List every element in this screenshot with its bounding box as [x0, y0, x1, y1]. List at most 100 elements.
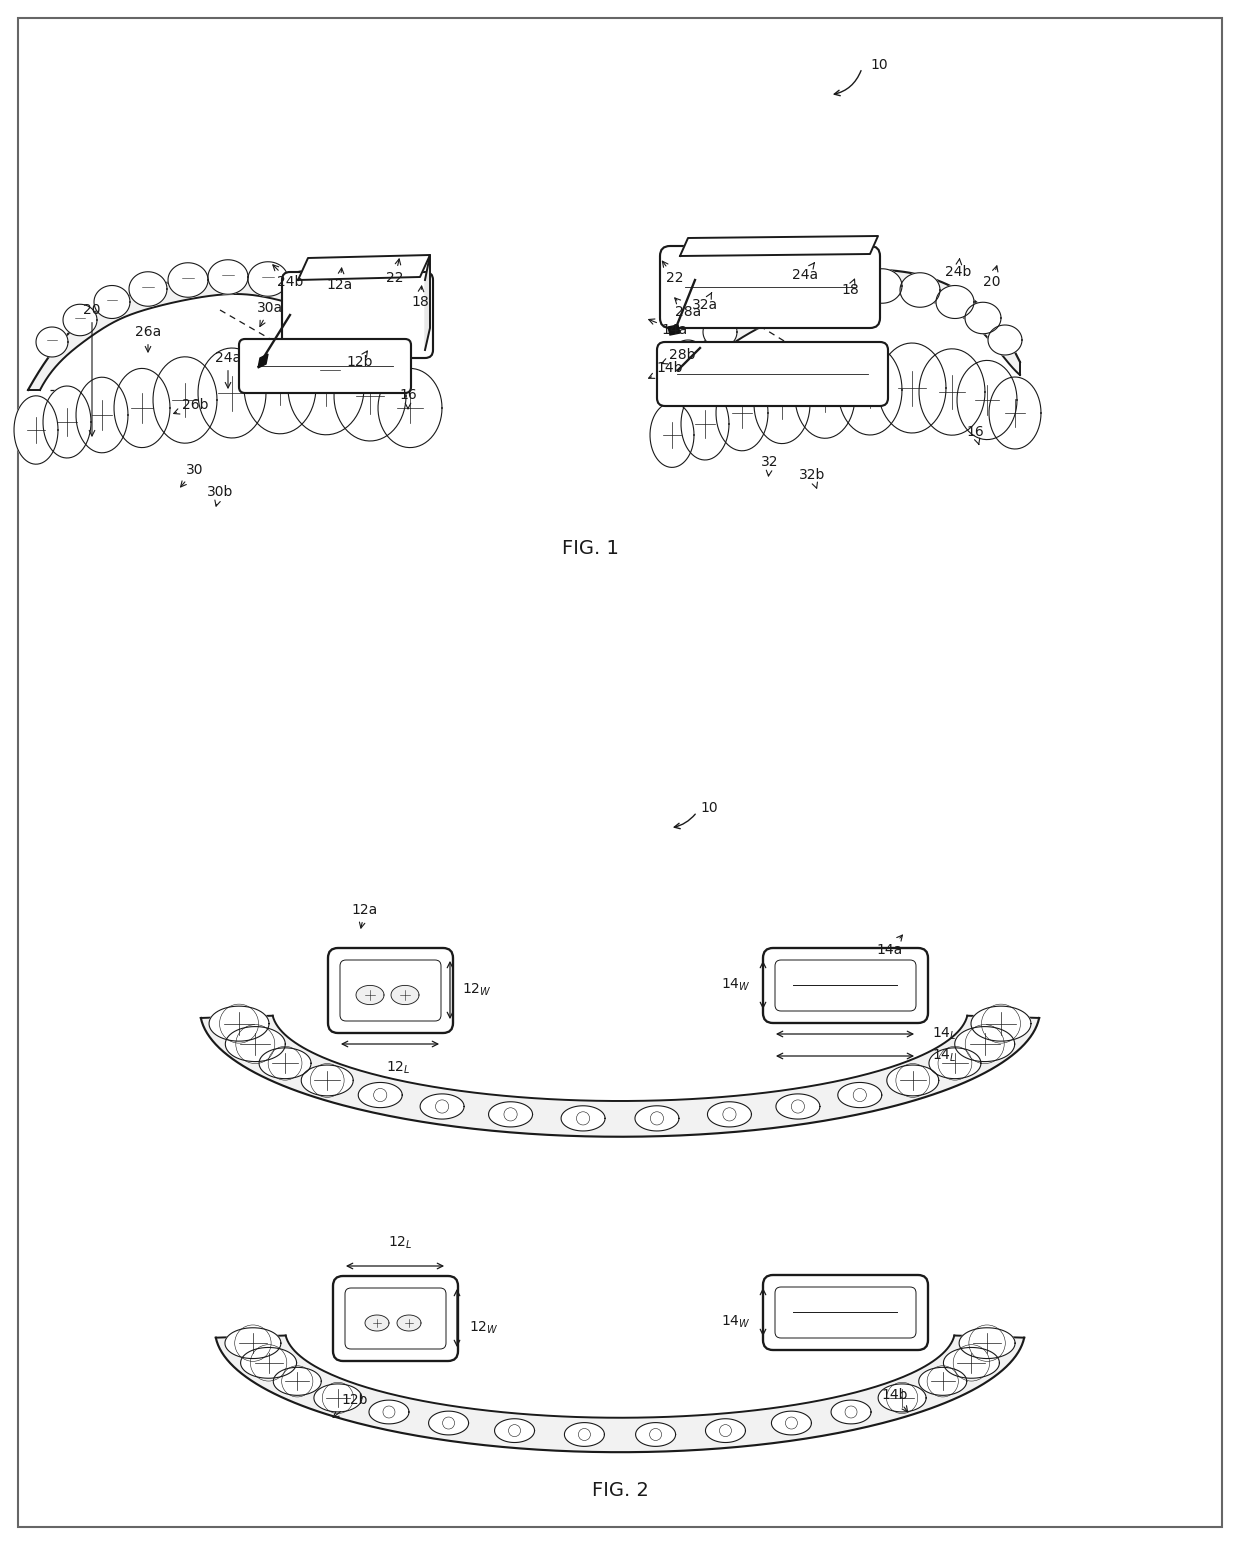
Text: 32b: 32b [799, 468, 825, 488]
Polygon shape [955, 1026, 1014, 1061]
Polygon shape [965, 303, 1001, 334]
Polygon shape [208, 260, 248, 294]
Text: 18: 18 [841, 280, 859, 297]
Polygon shape [420, 1094, 464, 1119]
Polygon shape [862, 269, 901, 303]
Text: 10: 10 [870, 59, 888, 73]
Text: 12a: 12a [327, 267, 353, 292]
Text: 12b: 12b [347, 351, 373, 369]
Text: 28a: 28a [675, 298, 701, 318]
Polygon shape [668, 324, 680, 335]
Text: FIG. 1: FIG. 1 [562, 539, 619, 558]
Text: 10: 10 [701, 800, 718, 816]
Text: 22: 22 [386, 260, 404, 284]
Polygon shape [944, 1347, 999, 1378]
Polygon shape [708, 1102, 751, 1126]
Polygon shape [959, 1327, 1016, 1358]
Polygon shape [878, 343, 946, 433]
Polygon shape [936, 286, 973, 318]
Text: 14$_L$: 14$_L$ [932, 1048, 956, 1065]
FancyBboxPatch shape [281, 272, 433, 358]
Polygon shape [210, 1006, 269, 1041]
Text: 12$_W$: 12$_W$ [463, 981, 492, 998]
Polygon shape [779, 281, 817, 315]
Polygon shape [957, 360, 1017, 440]
Polygon shape [63, 304, 97, 335]
Polygon shape [273, 1367, 321, 1395]
Polygon shape [76, 377, 128, 453]
Polygon shape [216, 1335, 1024, 1452]
Polygon shape [300, 348, 360, 392]
Polygon shape [224, 1327, 281, 1358]
Polygon shape [258, 354, 268, 368]
Text: FIG. 2: FIG. 2 [591, 1480, 649, 1500]
Polygon shape [739, 295, 775, 329]
FancyBboxPatch shape [775, 1287, 916, 1338]
Polygon shape [314, 1384, 362, 1412]
Polygon shape [378, 368, 441, 448]
Polygon shape [36, 328, 68, 357]
Text: 14b: 14b [882, 1387, 908, 1412]
Polygon shape [169, 263, 208, 297]
Polygon shape [14, 396, 58, 463]
Polygon shape [345, 303, 381, 334]
Polygon shape [831, 1400, 870, 1424]
Text: 24a: 24a [792, 263, 818, 283]
Polygon shape [990, 377, 1042, 450]
FancyBboxPatch shape [329, 949, 453, 1034]
FancyBboxPatch shape [660, 246, 880, 328]
Polygon shape [301, 1065, 353, 1095]
Polygon shape [672, 340, 704, 369]
Polygon shape [560, 1106, 605, 1131]
Polygon shape [878, 1384, 926, 1412]
FancyBboxPatch shape [345, 1289, 446, 1349]
Text: 12b: 12b [334, 1394, 368, 1417]
Text: 14a: 14a [877, 935, 903, 956]
Text: 14$_L$: 14$_L$ [932, 1026, 956, 1043]
Polygon shape [919, 349, 985, 436]
Polygon shape [298, 255, 430, 280]
Text: 32: 32 [761, 454, 779, 476]
Polygon shape [425, 255, 430, 351]
Polygon shape [43, 386, 91, 457]
Text: 28b: 28b [662, 348, 696, 365]
Polygon shape [919, 1367, 967, 1395]
Text: 24a: 24a [215, 351, 241, 388]
Text: 24b: 24b [273, 264, 304, 289]
Polygon shape [650, 403, 694, 468]
Text: 14a: 14a [649, 318, 688, 337]
Polygon shape [429, 1411, 469, 1435]
Polygon shape [680, 236, 878, 256]
Polygon shape [226, 1026, 285, 1061]
Polygon shape [153, 357, 217, 443]
Text: 14b: 14b [649, 362, 683, 379]
Polygon shape [660, 270, 1021, 396]
Polygon shape [94, 286, 130, 318]
Polygon shape [635, 1106, 680, 1131]
Text: 20: 20 [83, 303, 100, 436]
Polygon shape [29, 273, 420, 389]
Polygon shape [636, 1423, 676, 1446]
Text: 32a: 32a [692, 292, 718, 312]
Text: 30b: 30b [207, 485, 233, 507]
Text: 18: 18 [412, 286, 429, 309]
Polygon shape [900, 273, 940, 307]
Polygon shape [244, 340, 316, 434]
Text: 22: 22 [662, 261, 683, 284]
Polygon shape [288, 341, 365, 434]
Text: 24b: 24b [945, 260, 971, 280]
FancyBboxPatch shape [239, 338, 410, 392]
Polygon shape [358, 1083, 402, 1108]
Polygon shape [887, 1065, 939, 1095]
Polygon shape [317, 284, 356, 317]
Polygon shape [248, 261, 288, 297]
Polygon shape [284, 270, 324, 306]
FancyBboxPatch shape [763, 949, 928, 1023]
Polygon shape [820, 270, 861, 306]
Polygon shape [988, 324, 1022, 355]
Polygon shape [929, 1048, 981, 1078]
Polygon shape [198, 348, 267, 437]
Polygon shape [495, 1418, 534, 1443]
Polygon shape [370, 324, 404, 355]
Polygon shape [776, 1094, 820, 1119]
